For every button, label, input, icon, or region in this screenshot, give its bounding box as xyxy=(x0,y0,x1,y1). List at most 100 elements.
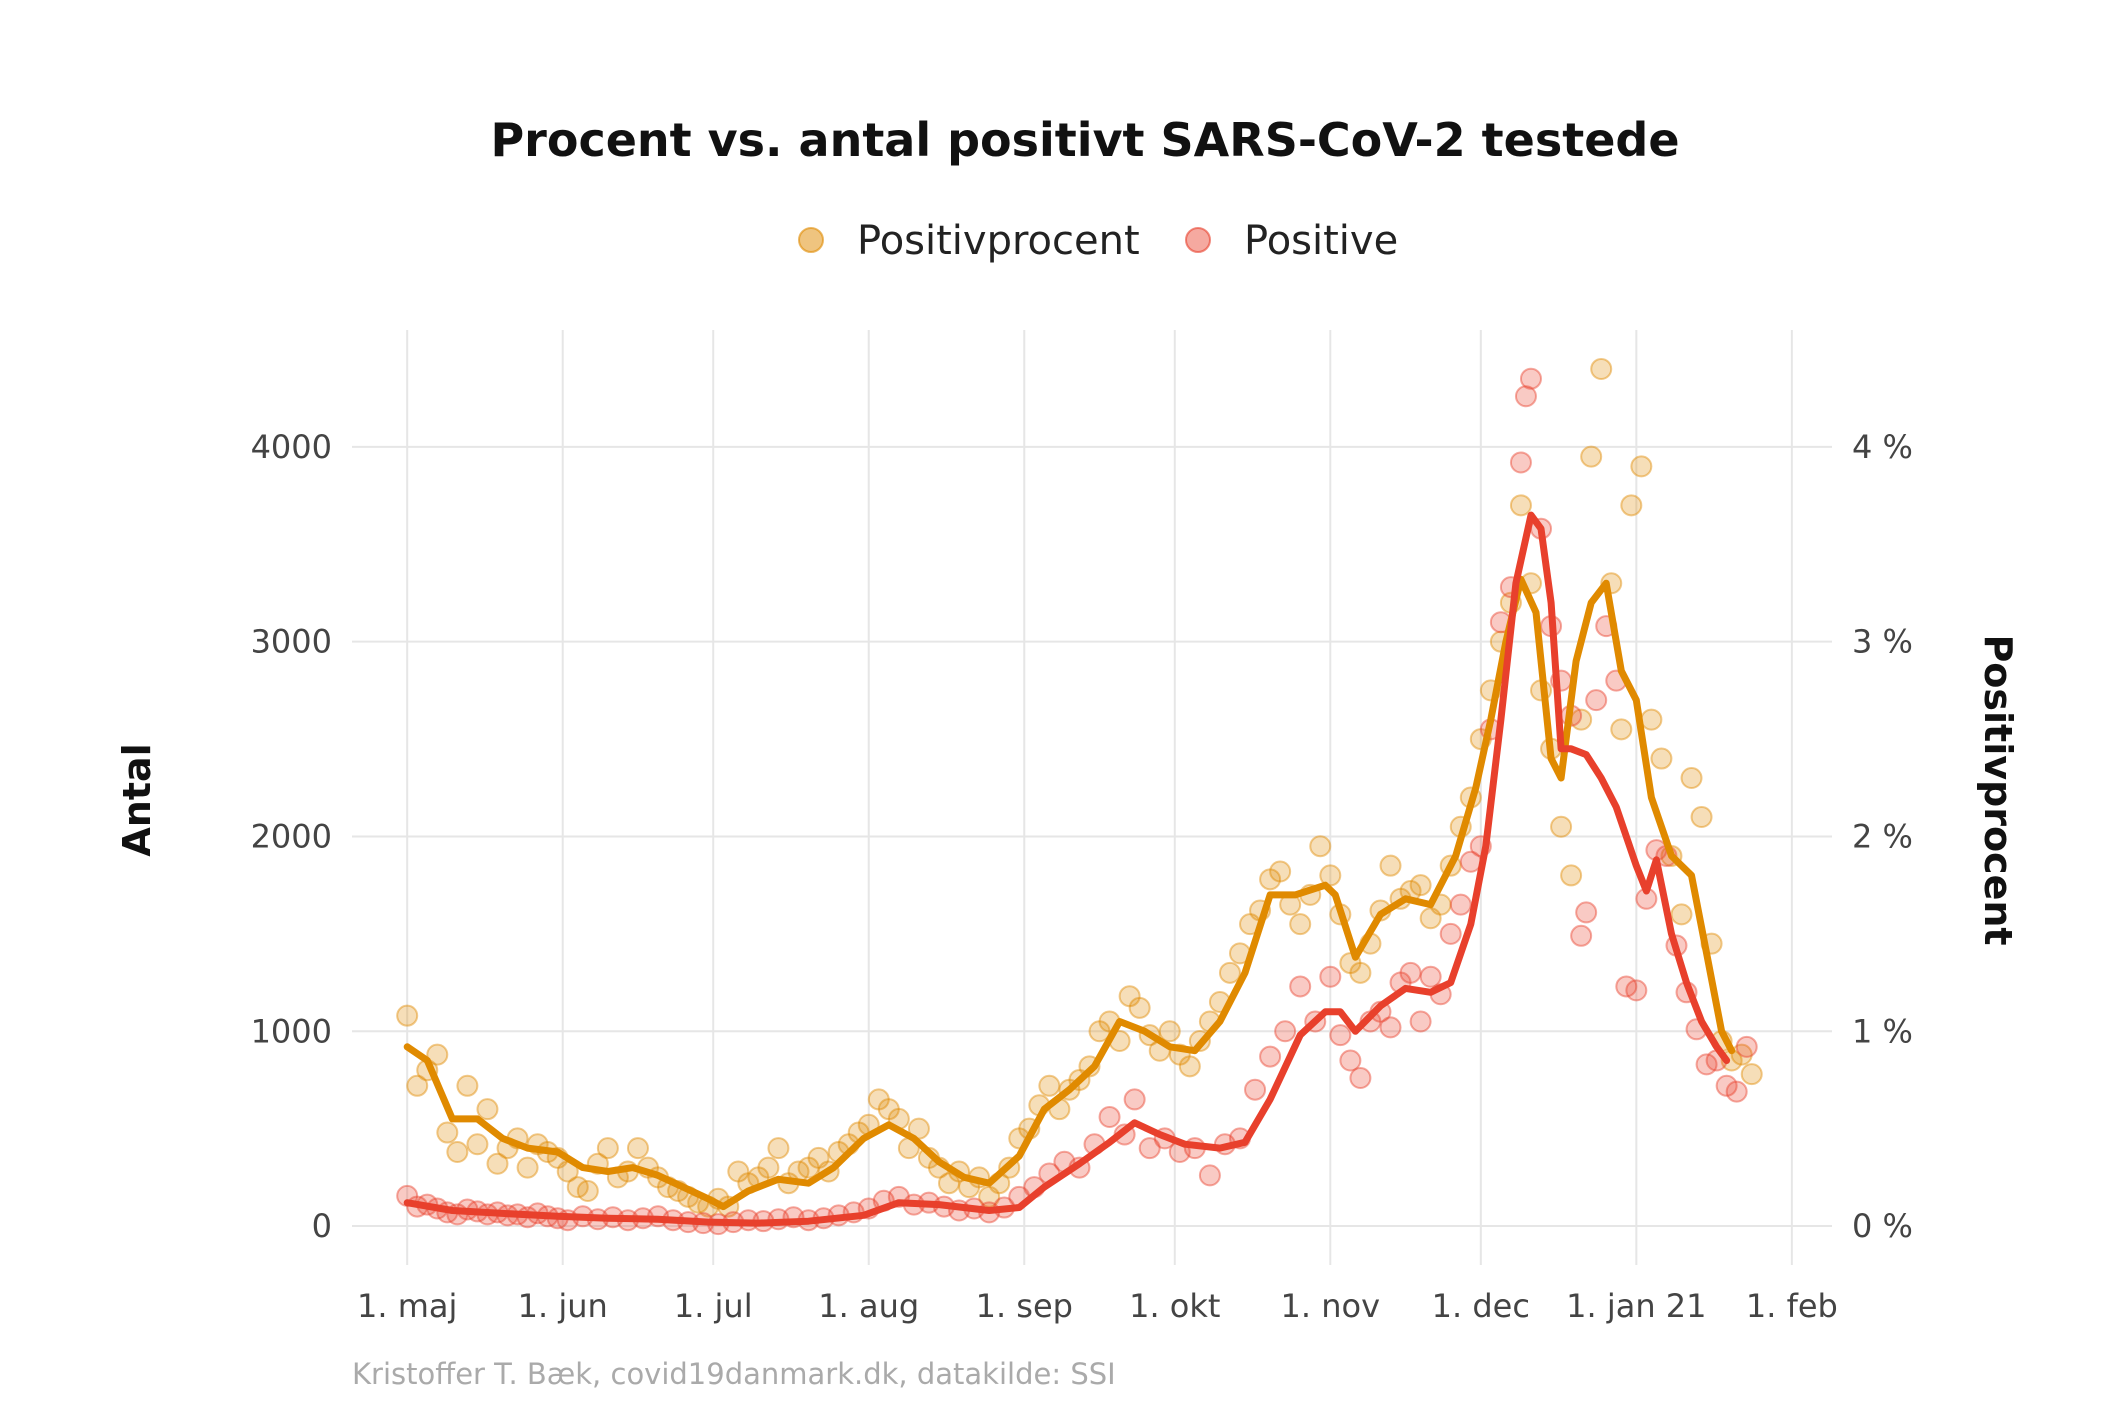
caption: Kristoffer T. Bæk, covid19danmark.dk, da… xyxy=(352,1357,1116,1391)
point-positivprocent xyxy=(1509,494,1532,517)
y2-tick-label: 2 % xyxy=(1852,817,1913,855)
point-positive xyxy=(1289,975,1312,998)
x-tick-label: 1. jul xyxy=(674,1287,753,1325)
point-positivprocent xyxy=(396,1004,419,1027)
trend-lines xyxy=(403,511,1736,1227)
point-positivprocent xyxy=(1259,868,1282,891)
point-positive xyxy=(1138,1137,1161,1160)
point-positivprocent xyxy=(486,1152,509,1175)
point-positive xyxy=(1585,689,1608,712)
point-positivprocent xyxy=(466,1133,489,1156)
point-positive xyxy=(1123,1088,1146,1111)
point-positivprocent xyxy=(1088,1020,1111,1043)
point-positivprocent xyxy=(1289,913,1312,936)
point-positive xyxy=(1329,1024,1352,1047)
y2-tick-label: 0 % xyxy=(1852,1207,1913,1245)
point-positive xyxy=(1349,1067,1372,1089)
point-positivprocent xyxy=(626,1137,649,1160)
point-positivprocent xyxy=(1419,907,1442,930)
point-positivprocent xyxy=(1550,815,1573,838)
point-positive xyxy=(1615,975,1638,998)
point-positivprocent xyxy=(1178,1055,1201,1078)
point-positivprocent xyxy=(1740,1063,1763,1086)
point-positive xyxy=(1399,961,1422,984)
y-tick-label: 3000 xyxy=(251,623,332,661)
point-positive xyxy=(1625,979,1648,1002)
point-positive xyxy=(1575,901,1598,924)
point-positivprocent xyxy=(1560,864,1583,887)
point-positivprocent xyxy=(436,1121,459,1144)
point-positive xyxy=(1449,893,1472,916)
point-positive xyxy=(1509,451,1532,474)
point-positive xyxy=(1519,367,1542,390)
point-positivprocent xyxy=(1670,903,1693,926)
x-tick-label: 1. feb xyxy=(1746,1287,1838,1325)
point-positive xyxy=(1379,1016,1402,1039)
point-positivprocent xyxy=(1038,1074,1061,1097)
y-tick-label: 1000 xyxy=(251,1012,332,1050)
legend-label-positive: Positive xyxy=(1244,218,1398,264)
data-points xyxy=(396,357,1763,1236)
trend-line-positive xyxy=(403,511,1731,1227)
y-tick-label: 4000 xyxy=(251,428,332,466)
x-tick-label: 1. maj xyxy=(357,1287,457,1325)
point-positive xyxy=(1725,1080,1748,1103)
axis-ticks: 1. maj 1. jun 1. jul 1. aug 1. sep 1. okt 1. n… xyxy=(251,428,1913,1325)
legend-marker-positivprocent xyxy=(798,227,824,253)
point-positivprocent xyxy=(938,1172,961,1195)
point-positive xyxy=(1715,1074,1738,1097)
point-positive xyxy=(1198,1164,1221,1187)
point-positive xyxy=(1259,1045,1282,1068)
point-positivprocent xyxy=(1580,445,1603,468)
point-positive xyxy=(1274,1020,1297,1043)
gridlines xyxy=(352,330,1832,1265)
point-positive xyxy=(1098,1105,1121,1128)
point-positivprocent xyxy=(1650,747,1673,770)
point-positivprocent xyxy=(1128,996,1151,1019)
x-tick-label: 1. okt xyxy=(1129,1287,1220,1325)
point-positive xyxy=(1570,924,1593,947)
point-positivprocent xyxy=(867,1088,890,1111)
point-positivprocent xyxy=(727,1160,750,1183)
legend: Positivprocent Positive xyxy=(798,218,1398,264)
point-positivprocent xyxy=(1590,357,1613,380)
point-positivprocent xyxy=(1269,860,1292,883)
x-tick-label: 1. jun xyxy=(518,1287,608,1325)
point-positivprocent xyxy=(476,1098,499,1121)
point-positivprocent xyxy=(1680,767,1703,790)
point-positive xyxy=(1319,965,1342,988)
chart-title: Procent vs. antal positivt SARS-CoV-2 te… xyxy=(490,113,1679,167)
point-positivprocent xyxy=(1158,1020,1181,1043)
point-positive xyxy=(1339,1049,1362,1072)
legend-label-positivprocent: Positivprocent xyxy=(857,218,1140,264)
point-positivprocent xyxy=(456,1074,479,1097)
point-positivprocent xyxy=(596,1137,619,1160)
point-positivprocent xyxy=(807,1146,830,1169)
point-positivprocent xyxy=(978,1185,1001,1208)
trend-line-positivprocent xyxy=(403,575,1736,1211)
point-positivprocent xyxy=(516,1156,539,1179)
point-positivprocent xyxy=(1118,985,1141,1008)
point-positivprocent xyxy=(1610,718,1633,741)
point-positive xyxy=(1244,1078,1267,1101)
point-positivprocent xyxy=(406,1074,429,1097)
point-positivprocent xyxy=(757,1156,780,1179)
point-positivprocent xyxy=(1730,1043,1753,1066)
point-positivprocent xyxy=(1409,874,1432,897)
point-positive xyxy=(1419,965,1442,988)
point-positivprocent xyxy=(446,1141,469,1164)
y-axis-title: Antal xyxy=(115,743,159,856)
y-tick-label: 0 xyxy=(312,1207,332,1245)
point-positivprocent xyxy=(426,1043,449,1066)
x-tick-label: 1. jan 21 xyxy=(1566,1287,1706,1325)
point-positivprocent xyxy=(877,1098,900,1121)
point-positivprocent xyxy=(576,1179,599,1202)
y2-tick-label: 3 % xyxy=(1852,623,1913,661)
x-tick-label: 1. nov xyxy=(1281,1287,1381,1325)
point-positivprocent xyxy=(1349,961,1372,984)
y2-tick-label: 4 % xyxy=(1852,428,1913,466)
point-positivprocent xyxy=(1379,854,1402,877)
y2-tick-label: 1 % xyxy=(1852,1012,1913,1050)
point-positivprocent xyxy=(1620,494,1643,517)
